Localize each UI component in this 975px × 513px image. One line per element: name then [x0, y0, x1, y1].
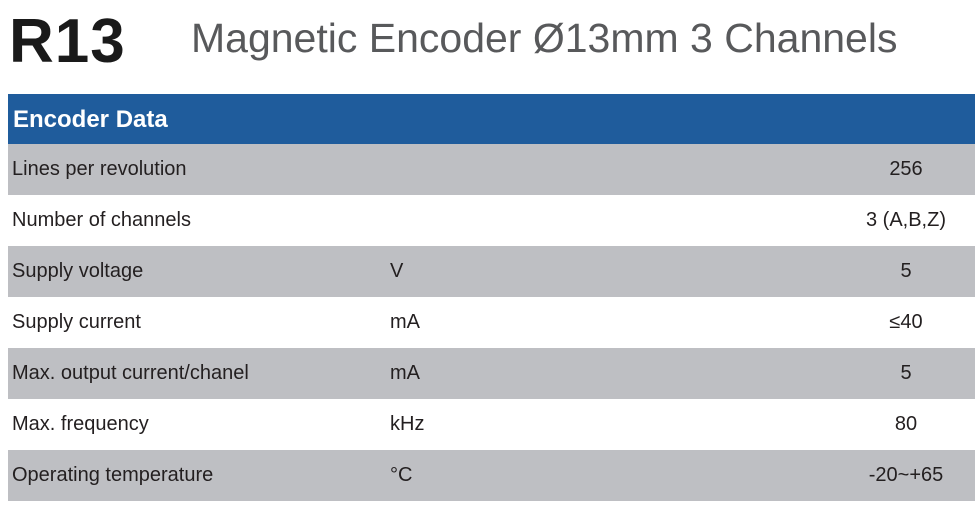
row-label: Number of channels	[12, 209, 191, 231]
row-label: Supply voltage	[12, 260, 144, 282]
table-row: Max. output current/chanel mA 5	[8, 348, 975, 399]
row-label: Max. frequency	[12, 413, 149, 435]
table-row: Operating temperature °C -20~+65	[8, 450, 975, 501]
table-row: Lines per revolution 256	[8, 144, 975, 195]
table-row: Max. frequency kHz 80	[8, 399, 975, 450]
product-title: Magnetic Encoder Ø13mm 3 Channels	[191, 15, 898, 61]
row-label: Lines per revolution	[12, 158, 187, 180]
table-row: Supply voltage V 5	[8, 246, 975, 297]
row-unit: kHz	[390, 413, 425, 435]
product-code: R13	[9, 7, 126, 76]
row-value: ≤40	[889, 311, 923, 333]
row-unit: mA	[390, 362, 420, 384]
row-value: 80	[894, 413, 918, 435]
table-title: Encoder Data	[8, 94, 975, 144]
row-value: 3 (A,B,Z)	[865, 209, 946, 231]
row-label: Max. output current/chanel	[12, 362, 249, 384]
row-value: 5	[900, 362, 912, 384]
table-row: Number of channels 3 (A,B,Z)	[8, 195, 975, 246]
row-label: Operating temperature	[12, 464, 214, 486]
row-unit: mA	[390, 311, 420, 333]
row-unit: V	[390, 260, 404, 282]
encoder-data-table: Lines per revolution 256 Number of channel…	[8, 144, 975, 501]
table-row: Supply current mA ≤40	[8, 297, 975, 348]
row-value: -20~+65	[868, 464, 944, 486]
row-value: 5	[900, 260, 912, 282]
row-value: 256	[889, 158, 923, 180]
row-unit: °C	[390, 464, 413, 486]
row-label: Supply current	[12, 311, 141, 333]
